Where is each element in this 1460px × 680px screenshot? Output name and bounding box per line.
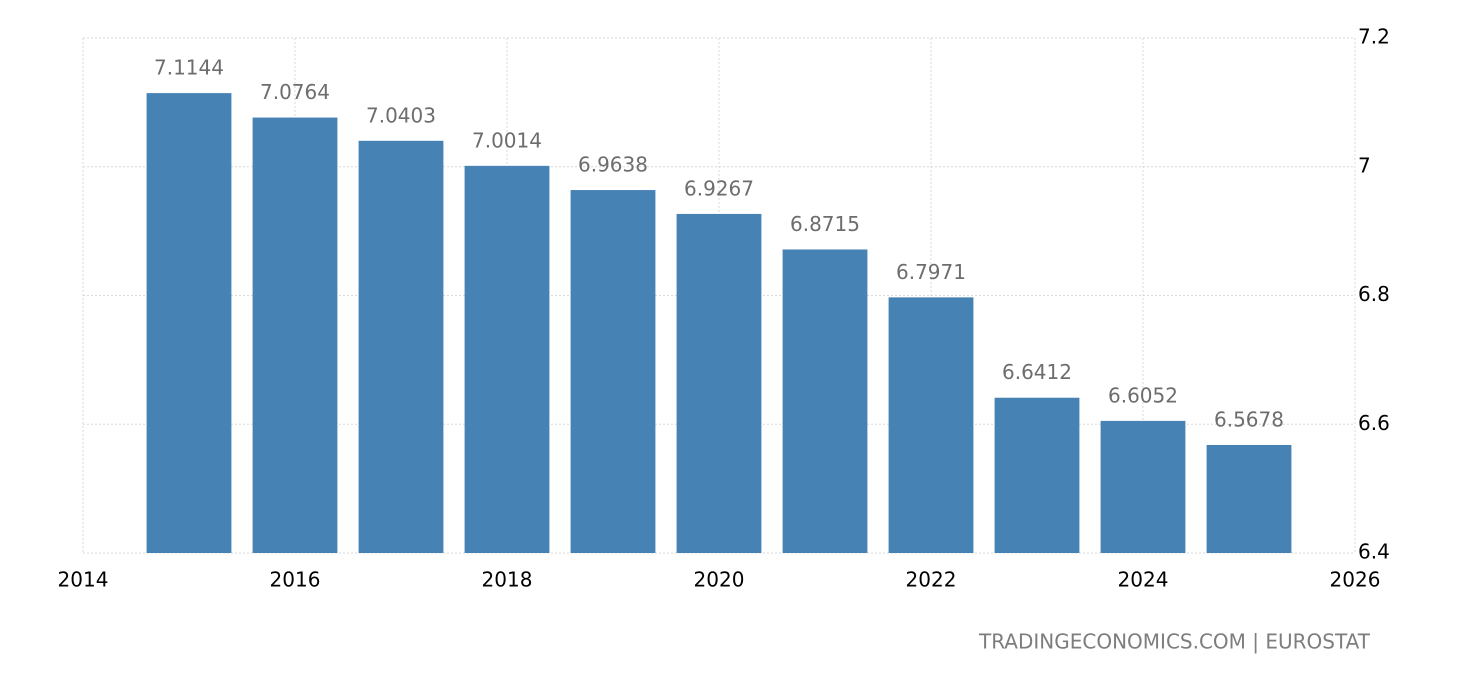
value-label: 7.0014	[472, 128, 542, 152]
bar	[676, 213, 762, 553]
y-tick-label: 6.4	[1358, 540, 1390, 564]
source: TRADINGECONOMICS.COM | EUROSTAT	[978, 630, 1371, 654]
x-tick-label: 2022	[906, 568, 957, 592]
y-tick-label: 6.6	[1358, 411, 1390, 435]
bar	[888, 297, 974, 553]
value-label: 7.0764	[260, 80, 330, 104]
value-label: 6.6052	[1108, 383, 1178, 407]
x-tick-label: 2020	[694, 568, 745, 592]
bar	[782, 249, 868, 554]
y-tick-label: 7	[1358, 153, 1371, 177]
value-label: 6.6412	[1002, 360, 1072, 384]
y-tick-label: 7.2	[1358, 25, 1390, 49]
value-label: 6.8715	[790, 212, 860, 236]
x-tick-label: 2014	[58, 568, 109, 592]
value-label: 7.0403	[366, 103, 436, 127]
bar	[358, 140, 444, 553]
y-tick-label: 6.8	[1358, 282, 1390, 306]
bar	[464, 165, 550, 553]
bar	[1206, 444, 1292, 553]
value-label: 6.5678	[1214, 407, 1284, 431]
x-tick-label: 2016	[270, 568, 321, 592]
bar	[570, 190, 656, 553]
value-label: 6.9638	[578, 153, 648, 177]
value-label: 6.9267	[684, 176, 754, 200]
bar	[994, 397, 1080, 553]
bar	[252, 117, 338, 553]
x-tick-label: 2026	[1330, 568, 1381, 592]
value-label: 7.1144	[154, 56, 224, 80]
x-tick-label: 2018	[482, 568, 533, 592]
x-tick-label: 2024	[1118, 568, 1169, 592]
bar	[146, 93, 232, 553]
bar	[1100, 420, 1186, 553]
value-label: 6.7971	[896, 260, 966, 284]
